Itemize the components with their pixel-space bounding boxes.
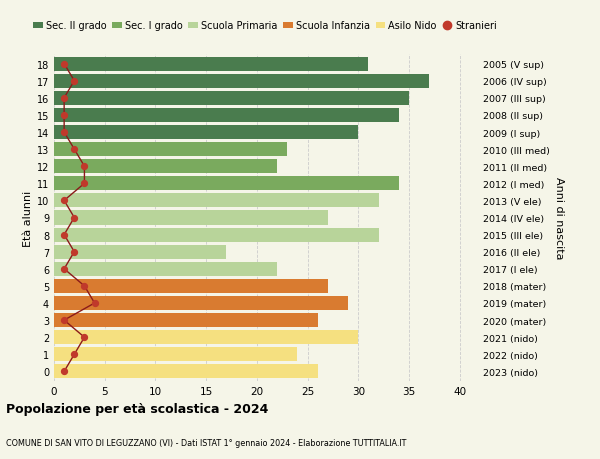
Point <box>59 368 69 375</box>
Bar <box>54 364 318 379</box>
Point <box>59 61 69 68</box>
Bar <box>54 194 379 208</box>
Bar <box>54 228 379 242</box>
Point <box>59 231 69 239</box>
Bar <box>54 245 226 259</box>
Point <box>80 180 89 188</box>
Point <box>80 283 89 290</box>
Point <box>70 78 79 85</box>
Legend: Sec. II grado, Sec. I grado, Scuola Primaria, Scuola Infanzia, Asilo Nido, Stran: Sec. II grado, Sec. I grado, Scuola Prim… <box>29 17 500 35</box>
Bar <box>54 330 358 344</box>
Y-axis label: Età alunni: Età alunni <box>23 190 32 246</box>
Point <box>59 112 69 119</box>
Point <box>59 317 69 324</box>
Point <box>90 300 100 307</box>
Bar <box>54 74 429 89</box>
Text: COMUNE DI SAN VITO DI LEGUZZANO (VI) - Dati ISTAT 1° gennaio 2024 - Elaborazione: COMUNE DI SAN VITO DI LEGUZZANO (VI) - D… <box>6 438 406 448</box>
Bar <box>54 57 368 72</box>
Point <box>59 129 69 136</box>
Bar <box>54 143 287 157</box>
Point <box>59 95 69 102</box>
Point <box>70 214 79 222</box>
Point <box>70 351 79 358</box>
Bar <box>54 279 328 293</box>
Bar <box>54 297 348 310</box>
Bar <box>54 92 409 106</box>
Point <box>80 334 89 341</box>
Point <box>80 163 89 170</box>
Bar <box>54 109 399 123</box>
Point <box>70 146 79 153</box>
Bar <box>54 313 318 327</box>
Bar <box>54 177 399 191</box>
Point <box>59 197 69 205</box>
Text: Popolazione per età scolastica - 2024: Popolazione per età scolastica - 2024 <box>6 403 268 415</box>
Bar <box>54 126 358 140</box>
Point <box>59 266 69 273</box>
Bar <box>54 347 298 362</box>
Y-axis label: Anni di nascita: Anni di nascita <box>554 177 563 259</box>
Point <box>70 248 79 256</box>
Bar <box>54 211 328 225</box>
Bar <box>54 160 277 174</box>
Bar <box>54 262 277 276</box>
